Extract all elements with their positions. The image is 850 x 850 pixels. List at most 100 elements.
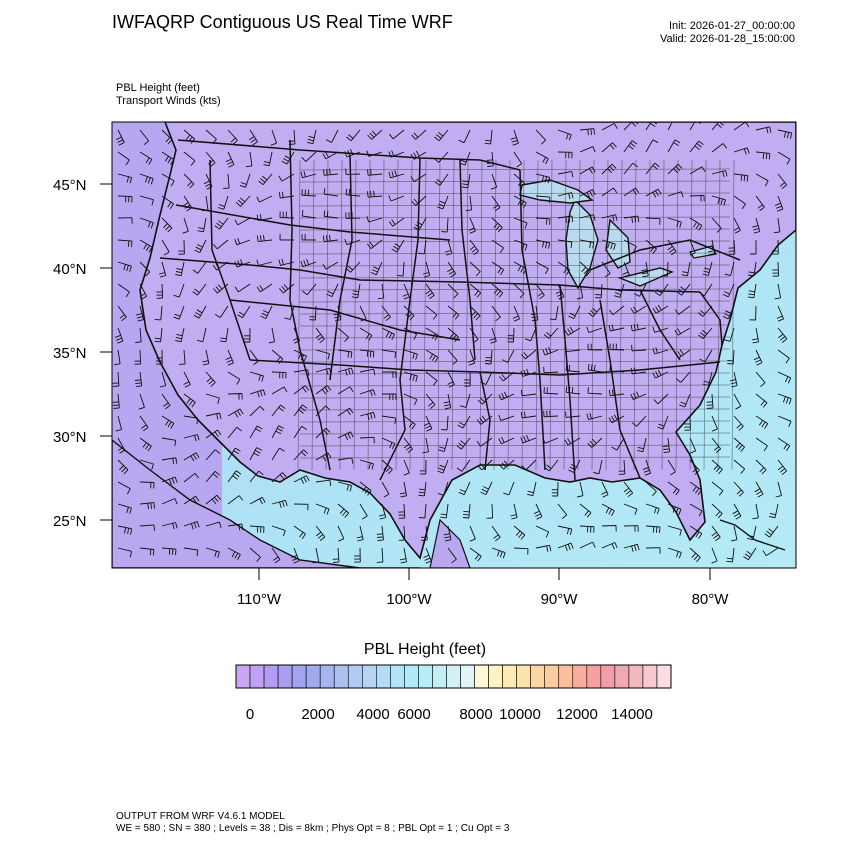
wind-barb <box>345 261 361 273</box>
wind-barb <box>755 437 768 452</box>
wind-barb <box>667 239 677 256</box>
colorbar-swatch <box>277 664 293 689</box>
wind-barb <box>337 457 354 464</box>
wind-barb <box>456 459 471 472</box>
wind-barb <box>425 393 436 409</box>
wind-barb <box>425 283 435 300</box>
wind-barb <box>645 239 657 254</box>
county-border-line <box>299 348 731 351</box>
wind-barb <box>112 371 120 387</box>
county-border-line <box>299 192 731 195</box>
wind-barb <box>337 407 354 417</box>
wind-barb <box>642 459 652 476</box>
state-border-line <box>209 159 251 361</box>
county-border-line <box>299 456 731 459</box>
wind-barb <box>777 437 791 451</box>
wind-barb <box>557 542 574 552</box>
wind-barb <box>711 170 728 178</box>
wind-barb <box>661 261 669 277</box>
wind-barb <box>477 393 493 405</box>
wind-barb <box>777 415 792 427</box>
county-border-line <box>299 420 731 423</box>
wind-barb <box>772 239 779 255</box>
wind-barb <box>484 349 493 365</box>
wind-barb <box>381 349 397 359</box>
wind-barb <box>403 459 410 476</box>
wind-barb <box>728 239 736 255</box>
wind-barb <box>702 261 713 276</box>
county-border-line <box>311 159 315 471</box>
wind-barb <box>667 217 682 228</box>
wind-barb <box>507 327 515 343</box>
wind-barb <box>754 481 764 498</box>
wind-barb <box>727 349 735 365</box>
colorbar-tick-label: 4000 <box>356 706 389 723</box>
wind-barb <box>322 234 339 243</box>
wind-barb <box>192 283 207 296</box>
colorbar-swatch <box>333 664 349 689</box>
wind-barb <box>332 547 340 563</box>
wind-barb <box>520 411 537 419</box>
wind-barb <box>293 369 310 376</box>
wind-barb <box>367 168 383 176</box>
wind-barb <box>699 283 713 297</box>
wind-barb <box>722 283 735 298</box>
wind-barb <box>159 371 167 388</box>
wind-barb <box>437 481 449 496</box>
wind-barb <box>202 349 210 366</box>
wind-barb <box>667 139 681 153</box>
wind-barb <box>359 436 375 444</box>
colorbar-tick-labels: 0 2000 4000 6000 8000 10000 12000 14000 <box>246 706 653 723</box>
wind-barb <box>543 327 559 339</box>
wind-barb <box>205 429 222 439</box>
map-panel <box>112 122 796 568</box>
colorbar-swatch <box>474 664 489 689</box>
wind-barb <box>729 371 738 388</box>
wind-barb <box>499 371 515 382</box>
wind-barb <box>271 425 285 439</box>
wind-barb <box>774 195 784 212</box>
wind-barb <box>271 386 288 395</box>
wind-barb <box>755 371 766 387</box>
wind-barb <box>564 437 581 446</box>
wind-barb <box>134 371 143 388</box>
wind-barb <box>464 371 471 387</box>
lat-label-45: 45°N <box>53 177 87 194</box>
wind-barb <box>565 411 581 418</box>
wind-barb <box>708 239 716 256</box>
wind-barb <box>300 258 317 268</box>
wind-barb <box>312 547 320 564</box>
wind-barb <box>359 503 368 520</box>
variable-label-pbl: PBL Height (feet) <box>116 82 200 94</box>
colorbar-tick-label: 0 <box>246 706 254 723</box>
wind-barb <box>513 525 526 540</box>
wind-barb <box>425 349 439 363</box>
wind-barb <box>491 261 505 275</box>
wind-barb <box>359 327 373 341</box>
wind-barb <box>256 234 273 243</box>
wind-barb <box>183 151 196 166</box>
state-border-line <box>329 154 353 381</box>
wind-barb <box>711 122 726 131</box>
wind-barb <box>630 305 647 314</box>
wind-barb <box>733 195 746 210</box>
wind-barb <box>278 173 295 182</box>
wind-barb <box>733 122 750 131</box>
wind-barb <box>154 327 163 343</box>
wind-barb <box>674 327 691 336</box>
county-border-line <box>381 159 385 471</box>
county-border-line <box>299 360 731 363</box>
wind-barb <box>403 437 414 454</box>
wind-barb <box>733 173 749 182</box>
wind-barb <box>161 457 178 465</box>
wind-barb <box>425 371 438 386</box>
wind-barb <box>182 217 189 234</box>
wind-barb <box>205 412 222 420</box>
county-border-line <box>299 180 731 183</box>
wind-barb <box>135 327 142 343</box>
wind-barb <box>501 349 515 363</box>
wind-barb <box>205 494 222 505</box>
caribbean-islands <box>719 519 786 551</box>
wind-barb <box>376 547 384 563</box>
county-border-line <box>661 159 665 471</box>
